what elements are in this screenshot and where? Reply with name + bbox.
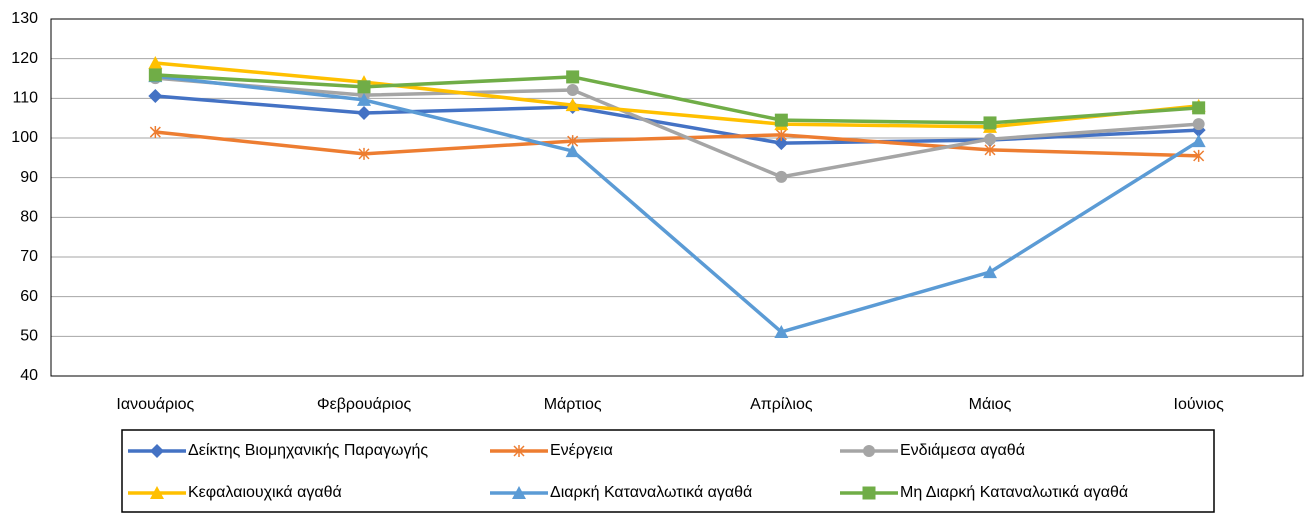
marker — [775, 128, 787, 141]
marker — [1192, 118, 1205, 131]
marker — [358, 147, 370, 160]
marker — [863, 445, 875, 457]
marker — [513, 445, 525, 457]
marker — [774, 136, 789, 151]
y-tick-label: 70 — [20, 248, 38, 265]
marker — [862, 486, 876, 500]
legend-item: Ενέργεια — [490, 442, 613, 459]
marker — [148, 56, 163, 70]
x-tick-label: Μάιος — [969, 396, 1012, 413]
y-tick-label: 40 — [20, 367, 38, 384]
series-line — [155, 130, 1199, 158]
series-line — [155, 73, 1199, 125]
legend-item: Ενδιάμεσα αγαθά — [840, 442, 1025, 459]
plot-frame — [50, 18, 1304, 377]
series-line — [155, 61, 1199, 129]
marker — [357, 92, 371, 106]
legend-item: Κεφαλαιουχικά αγαθά — [128, 484, 342, 501]
marker — [775, 170, 788, 183]
marker — [148, 68, 162, 82]
marker — [150, 486, 164, 499]
legend-label: Ενέργεια — [550, 442, 613, 459]
marker — [1192, 101, 1206, 115]
legend-label: Διαρκή Καταναλωτικά αγαθά — [550, 484, 752, 501]
marker — [1191, 134, 1206, 148]
y-tick-label: 110 — [12, 90, 38, 107]
marker — [150, 444, 164, 458]
marker — [357, 106, 371, 121]
legend-item: Μη Διαρκή Καταναλωτικά αγαθά — [840, 484, 1128, 501]
legend-label: Μη Διαρκή Καταναλωτικά αγαθά — [900, 484, 1128, 501]
marker — [565, 144, 580, 158]
legend-label: Δείκτης Βιομηχανικής Παραγωγής — [188, 442, 428, 459]
series-line — [155, 76, 1199, 179]
y-tick-label: 130 — [11, 10, 38, 27]
x-tick-label: Μάρτιος — [544, 396, 602, 413]
marker — [512, 486, 526, 499]
marker — [566, 84, 579, 97]
legend-frame — [121, 429, 1215, 513]
legend-item: Δείκτης Βιομηχανικής Παραγωγής — [128, 442, 428, 459]
marker — [148, 88, 163, 103]
marker — [566, 70, 580, 84]
marker — [1193, 149, 1205, 162]
marker — [983, 265, 997, 279]
marker — [149, 126, 161, 139]
y-tick-label: 90 — [20, 169, 38, 186]
marker — [357, 80, 371, 94]
y-tick-label: 80 — [20, 209, 38, 226]
y-tick-label: 50 — [20, 328, 38, 345]
x-tick-label: Ιούνιος — [1174, 396, 1225, 413]
legend-item: Διαρκή Καταναλωτικά αγαθά — [490, 484, 752, 501]
marker — [774, 324, 789, 338]
series-line — [155, 74, 1200, 334]
marker — [983, 116, 997, 130]
x-tick-label: Φεβρουάριος — [317, 396, 412, 413]
legend-label: Ενδιάμεσα αγαθά — [900, 442, 1025, 459]
legend-label: Κεφαλαιουχικά αγαθά — [188, 484, 342, 501]
y-tick-label: 100 — [11, 129, 38, 146]
x-tick-label: Ιανουάριος — [116, 396, 194, 413]
x-tick-label: Απρίλιος — [750, 396, 813, 413]
y-tick-label: 60 — [20, 288, 38, 305]
y-tick-label: 120 — [11, 50, 38, 67]
marker — [565, 98, 580, 112]
marker — [774, 113, 788, 127]
marker — [984, 133, 996, 146]
marker — [984, 143, 996, 156]
